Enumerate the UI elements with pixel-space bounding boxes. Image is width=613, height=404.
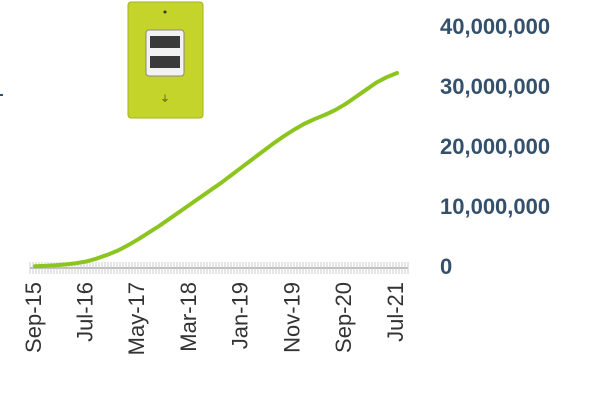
x-tick-label: Jul-21 [383,282,408,342]
x-tick-label: Jul-16 [73,282,98,342]
svg-text:⏚: ⏚ [160,94,169,104]
y-tick-label: 30,000,000 [440,74,550,99]
y-tick-label: 20,000,000 [440,134,550,159]
data-line [33,71,399,269]
meter-illustration: ⏚ [127,1,204,119]
x-tick-label: Nov-19 [279,282,304,353]
y-tick-label: 10,000,000 [440,194,550,219]
x-tick-label: Sep-15 [21,282,46,353]
y-tick-label: 40,000,000 [440,14,550,39]
x-tick-label: Jan-19 [228,282,253,349]
x-tick-label: May-17 [124,282,149,355]
x-tick-label: Sep-20 [331,282,356,353]
x-tick-label: Mar-18 [176,282,201,352]
y-tick-label: 0 [440,254,452,279]
